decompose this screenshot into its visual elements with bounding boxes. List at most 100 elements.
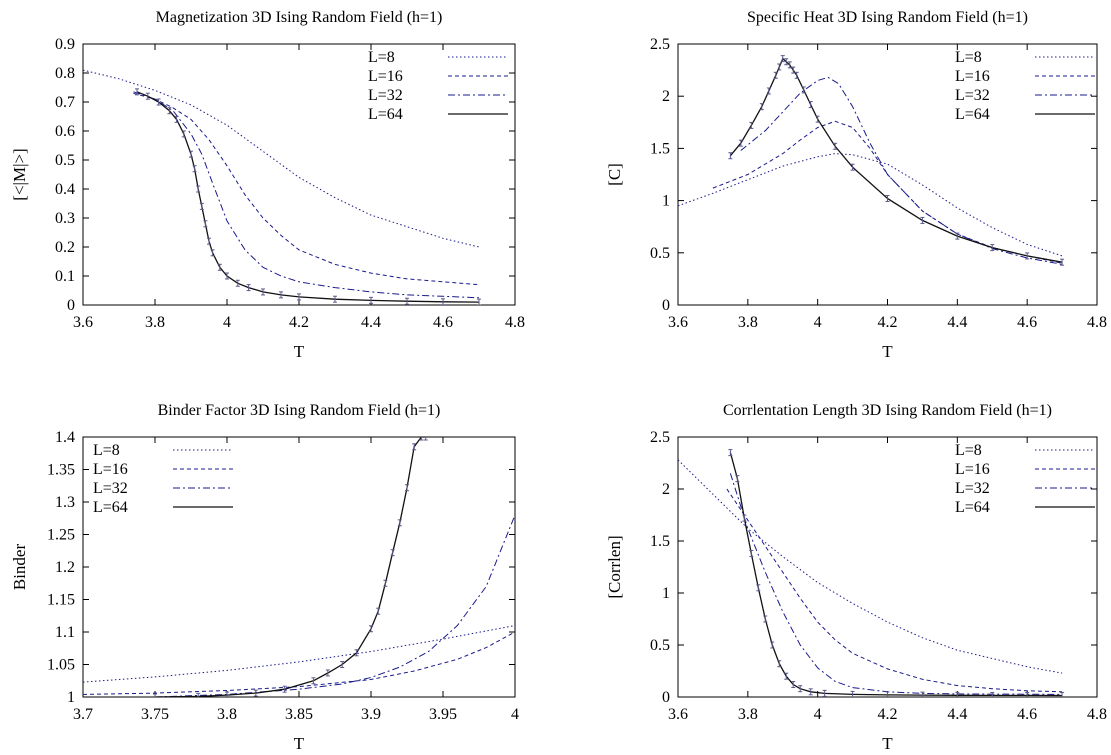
chart-panel-2: 3.6 3.8 4 4.2 4.4 4.6 4.8 0 0.5 1 1.5 2 2.5 Specific … [605, 9, 1107, 361]
y-tick-label: 1.5 [650, 140, 670, 157]
x-tick-label: 4.4 [947, 314, 967, 331]
y-tick-label: 0.8 [55, 65, 75, 82]
plot-area [678, 449, 1065, 697]
y-tick-label: 1.4 [55, 429, 75, 446]
series-line-l64 [154, 437, 426, 697]
series-line-l32 [729, 473, 1063, 695]
series-line-l16 [726, 488, 1063, 693]
series-line-l64 [729, 452, 1063, 697]
legend-label: L=8 [955, 49, 982, 66]
chart-title: Specific Heat 3D Ising Random Field (h=1… [747, 9, 1028, 26]
y-tick-label: 0.5 [650, 637, 670, 654]
x-tick-label: 4.6 [1017, 706, 1037, 723]
y-tick-label: 0.7 [55, 94, 75, 111]
x-tick-label: 4.8 [1087, 706, 1107, 723]
x-tick-label: 3.95 [429, 706, 457, 723]
chart-title: Magnetization 3D Ising Random Field (h=1… [156, 9, 443, 26]
legend-label: L=64 [368, 106, 403, 123]
chart-panel-1: 3.6 3.8 4 4.2 4.4 4.6 4.8 0 0.1 0.2 0.3 0.4 0.5 0.6 0.… [10, 9, 525, 361]
x-tick-label: 4.2 [289, 314, 309, 331]
x-tick-label: 4.6 [1017, 314, 1037, 331]
y-tick-label: 1.35 [47, 462, 75, 479]
legend: L=8 L=16 L=32 L=64 [93, 442, 233, 516]
legend-label: L=32 [93, 480, 128, 497]
x-tick-label: 3.8 [738, 314, 758, 331]
chart-title: Corrlentation Length 3D Ising Random Fie… [723, 402, 1052, 419]
y-tick-label: 1.5 [650, 533, 670, 550]
series-line-l8 [83, 69, 480, 248]
x-tick-label: 4.2 [878, 706, 898, 723]
legend-label: L=16 [368, 68, 403, 85]
y-tick-label: 1.1 [55, 624, 75, 641]
y-tick-label: 0 [662, 297, 670, 314]
plot-frame [82, 43, 516, 306]
series-line-l64 [136, 91, 480, 303]
x-axis-label: T [294, 734, 305, 753]
legend-label: L=32 [955, 480, 990, 497]
plot-frame [677, 436, 1098, 698]
y-tick-label: 2.5 [650, 429, 670, 446]
legend-label: L=8 [368, 49, 395, 66]
legend: L=8 L=16 L=32 L=64 [955, 442, 1095, 516]
chart-title: Binder Factor 3D Ising Random Field (h=1… [158, 402, 441, 419]
y-tick-label: 0 [662, 689, 670, 706]
x-tick-label: 4.4 [947, 706, 967, 723]
series-line-l32 [740, 76, 1063, 265]
y-axis-label: [Corrlen] [605, 535, 624, 598]
legend-label: L=8 [955, 442, 982, 459]
y-axis-label: Binder [10, 544, 29, 591]
x-tick-label: 3.8 [738, 706, 758, 723]
plot-area [678, 55, 1065, 266]
y-tick-label: 1.2 [55, 559, 75, 576]
legend-label: L=16 [93, 461, 128, 478]
y-tick-label: 1.25 [47, 527, 75, 544]
y-tick-label: 0.6 [55, 123, 75, 140]
legend-label: L=8 [93, 442, 120, 459]
y-tick-label: 2 [662, 481, 670, 498]
x-tick-label: 4 [814, 706, 822, 723]
y-tick-label: 0.3 [55, 210, 75, 227]
y-tick-label: 0 [67, 297, 75, 314]
x-tick-label: 3.8 [145, 314, 165, 331]
plot-area [83, 437, 515, 697]
y-tick-label: 2 [662, 88, 670, 105]
y-tick-label: 2.5 [650, 36, 670, 53]
y-tick-label: 1.3 [55, 494, 75, 511]
x-tick-label: 4.6 [433, 314, 453, 331]
legend-label: L=32 [368, 87, 403, 104]
x-tick-label: 4 [223, 314, 231, 331]
legend: L=8 L=16 L=32 L=64 [955, 49, 1095, 123]
x-tick-label: 3.7 [73, 706, 93, 723]
legend-label: L=64 [955, 106, 990, 123]
y-tick-label: 0.4 [55, 181, 75, 198]
x-tick-label: 3.8 [217, 706, 237, 723]
x-axis-label: T [294, 342, 305, 361]
x-tick-label: 3.6 [73, 314, 93, 331]
series-line-l16 [712, 120, 1063, 264]
y-tick-label: 1 [662, 585, 670, 602]
y-tick-label: 0.5 [650, 245, 670, 262]
y-tick-label: 0.1 [55, 268, 75, 285]
y-axis-label: [C] [605, 163, 624, 186]
x-tick-label: 3.6 [668, 314, 688, 331]
y-tick-label: 0.9 [55, 36, 75, 53]
series-line-l8 [678, 459, 1063, 674]
legend: L=8 L=16 L=32 L=64 [368, 49, 508, 123]
chart-panel-3: 3.7 3.75 3.8 3.85 3.9 3.95 4 1 1.05 1.1 1.15 1.2 1.2… [10, 402, 519, 753]
series-line-l8 [678, 153, 1063, 257]
y-tick-label: 1.15 [47, 592, 75, 609]
series-line-l16 [133, 92, 480, 286]
x-tick-label: 3.6 [668, 706, 688, 723]
y-tick-label: 0.2 [55, 239, 75, 256]
series-line-l64 [729, 57, 1063, 263]
y-tick-label: 0.5 [55, 152, 75, 169]
plot-area [83, 69, 481, 305]
y-tick-label: 1 [67, 689, 75, 706]
x-tick-label: 4 [511, 706, 519, 723]
legend-label: L=32 [955, 87, 990, 104]
legend-label: L=64 [955, 499, 990, 516]
chart-panel-4: 3.6 3.8 4 4.2 4.4 4.6 4.8 0 0.5 1 1.5 2 2.5 Corrlenta… [605, 402, 1107, 753]
x-axis-label: T [882, 734, 893, 753]
series-line-l32 [154, 514, 515, 697]
